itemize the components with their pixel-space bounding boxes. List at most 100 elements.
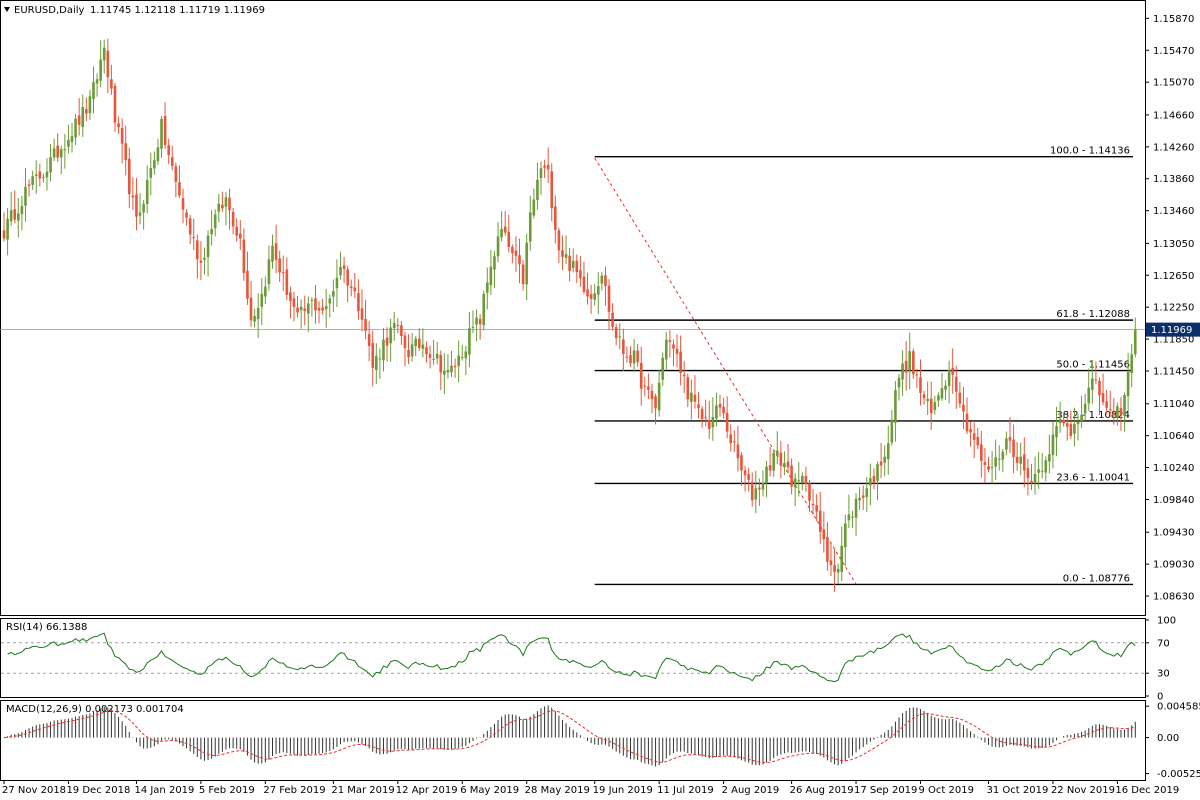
candle-bear xyxy=(403,335,407,348)
date-axis-label: 27 Feb 2019 xyxy=(263,785,325,796)
candle-bull xyxy=(203,257,206,260)
candle-bear xyxy=(647,386,650,390)
candle-bear xyxy=(353,287,357,292)
candle-bull xyxy=(70,136,74,143)
candle-bear xyxy=(654,396,657,409)
candle-bull xyxy=(446,369,450,373)
candle-bull xyxy=(59,149,63,158)
candle-bear xyxy=(342,265,346,269)
candle-bear xyxy=(357,293,360,312)
candle-bull xyxy=(324,306,328,310)
candle-bull xyxy=(1058,419,1062,424)
candle-bear xyxy=(56,145,59,158)
candle-bull xyxy=(464,351,468,359)
date-axis-label: 17 Sep 2019 xyxy=(854,785,917,796)
candle-bull xyxy=(339,266,342,276)
candle-bull xyxy=(994,457,997,467)
candle-bull xyxy=(532,199,536,216)
candle-bull xyxy=(1080,414,1083,421)
rsi-title: RSI(14) 66.1388 xyxy=(6,622,87,633)
date-axis-label: 16 Dec 2019 xyxy=(1115,785,1179,796)
candle-bear xyxy=(733,441,736,443)
candle-bull xyxy=(156,147,160,162)
candle-bear xyxy=(13,209,17,220)
candle-bear xyxy=(976,437,980,446)
candle-bull xyxy=(890,419,894,443)
candle-bear xyxy=(686,377,690,400)
candle-bull xyxy=(661,357,665,380)
candle-bull xyxy=(571,260,575,268)
candle-bull xyxy=(63,149,67,151)
candle-bear xyxy=(804,476,808,485)
candle-bull xyxy=(153,160,156,169)
candle-bear xyxy=(503,226,507,233)
candle-bull xyxy=(715,405,718,419)
candle-bull xyxy=(475,317,478,325)
candle-bull xyxy=(783,463,786,467)
candle-bear xyxy=(221,204,224,209)
candle-bull xyxy=(632,350,636,364)
candle-bull xyxy=(1051,434,1055,455)
candle-bull xyxy=(847,514,851,521)
candle-bull xyxy=(1001,451,1005,460)
candle-bear xyxy=(929,398,933,414)
candle-bear xyxy=(106,50,110,78)
candle-bull xyxy=(564,254,568,258)
candle-bear xyxy=(518,255,521,265)
candle-bear xyxy=(281,272,285,274)
candle-bear xyxy=(181,198,185,210)
candle-bull xyxy=(1133,329,1137,355)
price-axis-label: 1.13860 xyxy=(1153,174,1194,185)
candle-bear xyxy=(872,476,876,484)
candle-bull xyxy=(471,326,475,328)
candle-bull xyxy=(206,235,210,258)
candle-bull xyxy=(1126,371,1130,397)
candle-bear xyxy=(1062,420,1065,424)
candle-bear xyxy=(167,145,170,156)
price-axis-label: 1.14660 xyxy=(1153,110,1194,121)
symbol-menu-icon[interactable] xyxy=(4,7,10,12)
price-axis-label: 1.12650 xyxy=(1153,271,1194,282)
candle-bear xyxy=(2,230,6,239)
candle-bear xyxy=(987,466,990,470)
candle-bear xyxy=(951,367,954,375)
candle-bull xyxy=(596,286,600,295)
date-axis-label: 27 Nov 2018 xyxy=(2,785,66,796)
candle-bull xyxy=(854,498,858,518)
candle-bear xyxy=(246,270,249,299)
candle-bear xyxy=(1030,480,1033,484)
candle-bear xyxy=(77,115,81,125)
date-axis-label: 12 Apr 2019 xyxy=(396,785,458,796)
fib-level-label: 23.6 - 1.10041 xyxy=(1056,472,1130,483)
candle-bull xyxy=(486,282,489,293)
candle-bear xyxy=(965,413,969,432)
candle-bear xyxy=(425,347,428,355)
candle-bear xyxy=(314,298,317,311)
price-axis-label: 1.09840 xyxy=(1153,495,1194,506)
candle-bear xyxy=(238,233,242,239)
price-axis-label: 1.15070 xyxy=(1153,78,1194,89)
candle-bull xyxy=(1037,469,1040,473)
candle-bear xyxy=(750,482,754,501)
candle-bull xyxy=(1091,378,1094,390)
candle-bull xyxy=(1123,395,1126,416)
candle-bull xyxy=(9,210,13,222)
candle-bear xyxy=(568,255,571,271)
candle-bear xyxy=(1069,424,1073,436)
candle-bear xyxy=(120,128,124,144)
candle-bull xyxy=(328,298,332,304)
candle-bull xyxy=(593,293,596,300)
candle-bull xyxy=(897,377,901,388)
candle-bull xyxy=(851,516,854,518)
candle-bear xyxy=(507,231,511,247)
candle-bear xyxy=(736,444,740,459)
candle-bull xyxy=(765,466,768,484)
candle-bull xyxy=(801,475,804,483)
candle-bear xyxy=(1112,412,1116,416)
candle-bull xyxy=(844,523,847,548)
candle-bear xyxy=(38,171,42,179)
price-axis-label: 1.11040 xyxy=(1153,399,1194,410)
candle-bear xyxy=(289,292,292,301)
candle-bull xyxy=(6,218,9,240)
candle-bull xyxy=(253,315,256,322)
